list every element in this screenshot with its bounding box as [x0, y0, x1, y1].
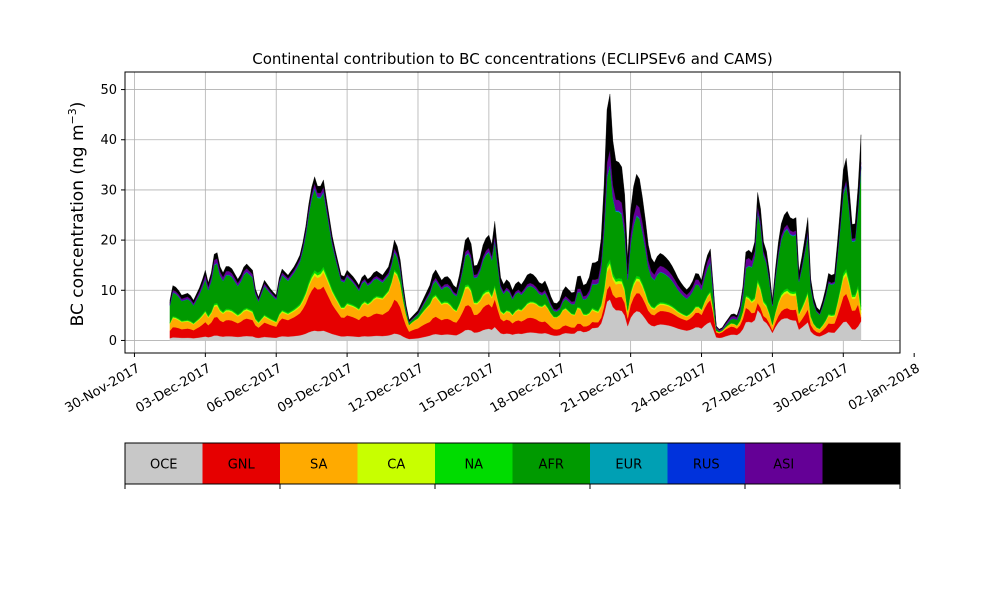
legend-label: GNL: [228, 458, 256, 473]
y-axis-label-sup: −3: [66, 108, 79, 124]
stacked-areas: [169, 93, 862, 341]
y-axis-label-main: BC concentration (ng m: [68, 124, 88, 326]
y-tick-label: 20: [100, 234, 117, 249]
legend: OCE GNL SA CA NA AFR EUR RUS ASI AUS: [124, 442, 901, 489]
axes-frame: [124, 71, 901, 354]
legend-item-asi: ASI: [745, 443, 823, 484]
y-tick-label: 30: [100, 183, 117, 198]
legend-item-ca: CA: [357, 443, 436, 484]
legend-label: ASI: [773, 458, 794, 473]
legend-swatch: [745, 443, 823, 484]
legend-swatch: [357, 443, 436, 484]
legend-item-sa: SA: [280, 443, 358, 484]
legend-swatch: [202, 443, 281, 484]
y-tick-label: 40: [100, 133, 117, 148]
y-axis-label-close: ): [68, 102, 88, 109]
legend-frame: [124, 442, 901, 485]
legend-item-oce: OCE: [125, 443, 203, 484]
area-series-aus: [169, 93, 862, 331]
y-tick-label: 50: [100, 83, 117, 98]
legend-swatch: [512, 443, 591, 484]
y-tick-label: 0: [109, 334, 117, 349]
chart-title: Continental contribution to BC concentra…: [252, 50, 773, 68]
legend-item-rus: RUS: [667, 443, 746, 484]
legend-swatch: [280, 443, 358, 484]
legend-item-gnl: GNL: [202, 443, 281, 484]
y-axis-ticks: 0 10 20 30 40 50: [100, 83, 125, 349]
legend-label: AFR: [539, 458, 564, 473]
legend-swatch: [125, 443, 203, 484]
legend-item-na: NA: [435, 443, 513, 484]
legend-label: OCE: [150, 458, 178, 473]
legend-label: CA: [387, 458, 405, 473]
y-axis-label: BC concentration (ng m−3): [66, 102, 88, 327]
legend-swatch: [667, 443, 746, 484]
legend-swatch: [590, 443, 668, 484]
legend-label: SA: [310, 458, 327, 473]
legend-swatch: [822, 443, 901, 484]
legend-item-aus: AUS: [822, 443, 901, 484]
y-tick-label: 10: [100, 284, 117, 299]
legend-label: EUR: [615, 458, 642, 473]
legend-label: RUS: [693, 458, 720, 473]
legend-label: NA: [464, 458, 483, 473]
legend-swatch: [435, 443, 513, 484]
legend-item-afr: AFR: [512, 443, 591, 484]
legend-label: AUS: [848, 458, 875, 473]
legend-item-eur: EUR: [590, 443, 668, 484]
